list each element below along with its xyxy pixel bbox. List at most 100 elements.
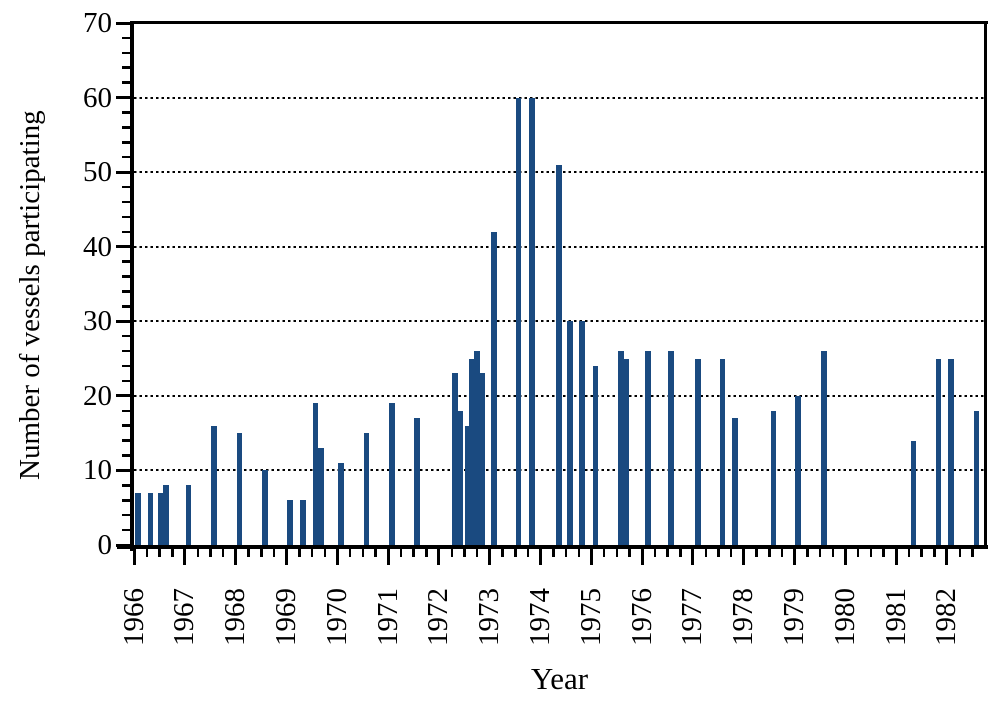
x-major-tick-1966: [132, 548, 136, 565]
x-minor-tick: [729, 548, 733, 557]
x-minor-tick: [399, 548, 403, 557]
bar-1972.52: [465, 425, 471, 545]
x-tick-label-1982: 1982: [930, 588, 963, 646]
x-major-tick-1973: [488, 548, 492, 565]
bar-1982.03: [948, 358, 954, 545]
bar-1974.31: [556, 164, 562, 545]
y-minor-tick: [122, 349, 130, 353]
x-minor-tick: [425, 548, 428, 557]
bar-1972.8: [479, 373, 485, 545]
bar-1972.6: [469, 358, 475, 545]
x-major-tick-1978: [742, 548, 746, 565]
x-minor-tick: [348, 548, 352, 557]
x-minor-tick: [374, 548, 377, 557]
y-major-tick-60: [116, 96, 130, 100]
x-minor-tick: [463, 548, 466, 557]
bar-1970.02: [338, 462, 344, 545]
x-minor-tick: [501, 548, 504, 557]
x-minor-tick: [272, 548, 276, 557]
x-minor-tick: [247, 548, 250, 557]
bar-1975.64: [623, 358, 630, 545]
y-minor-tick: [122, 499, 130, 502]
y-major-tick-0: [116, 543, 130, 547]
x-tick-label-1976: 1976: [625, 588, 658, 646]
bar-1975.03: [592, 366, 599, 545]
bar-1971.52: [414, 418, 420, 545]
bar-1966.58: [163, 485, 169, 545]
x-minor-tick: [755, 548, 758, 557]
x-minor-tick: [628, 548, 631, 557]
y-tick-label-10: 10: [83, 454, 112, 487]
x-minor-tick: [145, 548, 149, 557]
x-minor-tick: [907, 548, 911, 557]
top-border: [130, 21, 988, 24]
y-minor-tick: [122, 290, 130, 293]
x-tick-label-1979: 1979: [777, 588, 810, 646]
x-minor-tick: [666, 548, 669, 557]
bar-1967.02: [185, 485, 192, 545]
x-minor-tick: [171, 548, 174, 557]
y-major-tick-50: [116, 170, 130, 174]
bar-1972.7: [474, 351, 480, 545]
bar-1981.29: [910, 440, 917, 545]
x-tick-label-1970: 1970: [320, 588, 353, 646]
x-tick-label-1967: 1967: [168, 588, 201, 646]
x-major-tick-1974: [538, 548, 542, 565]
x-major-tick-1969: [284, 548, 288, 565]
bar-1966.47: [157, 492, 164, 545]
x-minor-tick: [958, 548, 962, 557]
x-minor-tick: [615, 548, 619, 557]
x-minor-tick: [653, 548, 657, 557]
x-minor-tick: [196, 548, 199, 557]
y-minor-tick: [122, 424, 130, 427]
bar-1977.78: [732, 418, 738, 545]
y-tick-label-60: 60: [83, 81, 112, 114]
x-minor-tick: [856, 548, 860, 557]
y-minor-tick: [122, 260, 130, 263]
x-minor-tick: [768, 548, 771, 557]
x-minor-tick: [882, 548, 885, 557]
x-major-tick-1982: [945, 548, 949, 565]
x-tick-label-1969: 1969: [269, 588, 302, 646]
grid-line-y60: [134, 96, 984, 99]
y-minor-tick: [122, 215, 130, 219]
bar-1972.37: [457, 410, 464, 545]
x-minor-tick: [260, 548, 263, 557]
x-minor-tick: [920, 548, 923, 557]
y-minor-tick: [122, 454, 130, 457]
x-minor-tick: [780, 548, 784, 557]
bar-1969.02: [287, 500, 293, 545]
y-major-tick-40: [116, 245, 130, 249]
bar-1979.53: [821, 351, 827, 545]
bar-1975.53: [618, 351, 624, 545]
x-major-tick-1968: [234, 548, 238, 565]
y-minor-tick: [122, 126, 130, 129]
bar-1978.53: [770, 410, 777, 545]
x-minor-tick: [933, 548, 936, 557]
bar-1969.63: [318, 448, 324, 545]
x-minor-tick: [831, 548, 835, 557]
y-minor-tick: [122, 230, 130, 234]
x-tick-label-1972: 1972: [422, 588, 455, 646]
y-minor-tick: [122, 66, 130, 69]
bar-1969.27: [300, 500, 306, 545]
y-major-tick-20: [116, 394, 130, 398]
right-border: [984, 21, 987, 549]
x-minor-tick: [526, 548, 530, 557]
x-minor-tick: [450, 548, 454, 557]
x-minor-tick: [514, 548, 517, 557]
y-minor-tick: [122, 185, 130, 189]
y-minor-tick: [122, 513, 130, 517]
y-minor-tick: [122, 379, 130, 383]
y-major-tick-10: [116, 468, 130, 472]
x-major-tick-1976: [640, 548, 644, 565]
x-tick-label-1974: 1974: [523, 588, 556, 646]
x-tick-label-1980: 1980: [828, 588, 861, 646]
x-major-tick-1967: [183, 548, 187, 565]
bar-1976.52: [668, 351, 674, 545]
y-minor-tick: [122, 51, 130, 55]
x-major-tick-1975: [589, 548, 593, 565]
bar-1979.02: [795, 395, 801, 545]
x-tick-label-1968: 1968: [219, 588, 252, 646]
x-minor-tick: [475, 548, 479, 557]
